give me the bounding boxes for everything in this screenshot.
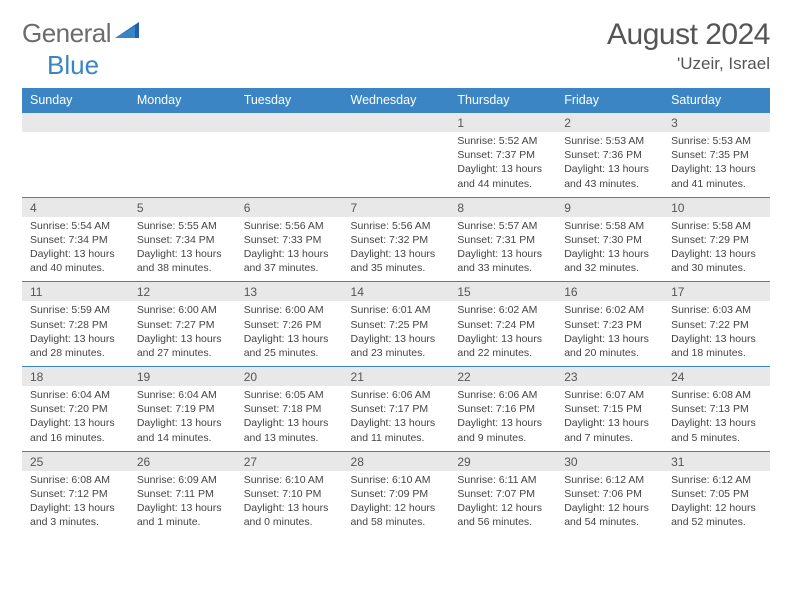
header: General August 2024 'Uzeir, Israel	[22, 18, 770, 74]
day-header: Tuesday	[236, 88, 343, 113]
day-info-cell: Sunrise: 5:57 AMSunset: 7:31 PMDaylight:…	[449, 217, 556, 282]
day-info-cell: Sunrise: 5:52 AMSunset: 7:37 PMDaylight:…	[449, 132, 556, 197]
day-info-cell: Sunrise: 6:06 AMSunset: 7:16 PMDaylight:…	[449, 386, 556, 451]
day-header: Sunday	[22, 88, 129, 113]
day-number-cell: 1	[449, 113, 556, 133]
day-info-cell	[22, 132, 129, 197]
day-info-cell: Sunrise: 6:12 AMSunset: 7:06 PMDaylight:…	[556, 471, 663, 536]
month-title: August 2024	[607, 18, 770, 52]
day-header: Thursday	[449, 88, 556, 113]
day-info-cell: Sunrise: 5:54 AMSunset: 7:34 PMDaylight:…	[22, 217, 129, 282]
day-number-row: 25262728293031	[22, 451, 770, 471]
day-number-row: 123	[22, 113, 770, 133]
day-number-cell: 4	[22, 197, 129, 217]
day-number-cell: 5	[129, 197, 236, 217]
day-info-cell: Sunrise: 6:06 AMSunset: 7:17 PMDaylight:…	[343, 386, 450, 451]
day-number-cell: 6	[236, 197, 343, 217]
day-info-cell: Sunrise: 6:01 AMSunset: 7:25 PMDaylight:…	[343, 301, 450, 366]
day-header: Wednesday	[343, 88, 450, 113]
day-info-cell: Sunrise: 5:58 AMSunset: 7:29 PMDaylight:…	[663, 217, 770, 282]
day-info-row: Sunrise: 5:54 AMSunset: 7:34 PMDaylight:…	[22, 217, 770, 282]
day-header: Saturday	[663, 88, 770, 113]
day-number-cell: 8	[449, 197, 556, 217]
day-number-cell: 12	[129, 282, 236, 302]
day-number-cell: 21	[343, 367, 450, 387]
day-number-cell: 26	[129, 451, 236, 471]
location: 'Uzeir, Israel	[607, 54, 770, 74]
day-number-cell: 15	[449, 282, 556, 302]
day-info-row: Sunrise: 5:59 AMSunset: 7:28 PMDaylight:…	[22, 301, 770, 366]
logo-triangle-icon	[113, 20, 141, 47]
day-header-row: SundayMondayTuesdayWednesdayThursdayFrid…	[22, 88, 770, 113]
day-info-cell: Sunrise: 6:09 AMSunset: 7:11 PMDaylight:…	[129, 471, 236, 536]
day-info-cell: Sunrise: 6:10 AMSunset: 7:10 PMDaylight:…	[236, 471, 343, 536]
calendar-table: SundayMondayTuesdayWednesdayThursdayFrid…	[22, 88, 770, 535]
day-info-cell: Sunrise: 6:08 AMSunset: 7:13 PMDaylight:…	[663, 386, 770, 451]
day-header: Friday	[556, 88, 663, 113]
day-info-cell: Sunrise: 6:00 AMSunset: 7:26 PMDaylight:…	[236, 301, 343, 366]
day-info-cell: Sunrise: 6:02 AMSunset: 7:23 PMDaylight:…	[556, 301, 663, 366]
day-number-cell: 17	[663, 282, 770, 302]
day-info-cell: Sunrise: 6:03 AMSunset: 7:22 PMDaylight:…	[663, 301, 770, 366]
day-number-cell: 2	[556, 113, 663, 133]
day-number-cell: 3	[663, 113, 770, 133]
day-number-cell	[343, 113, 450, 133]
day-number-cell	[236, 113, 343, 133]
day-info-cell: Sunrise: 6:10 AMSunset: 7:09 PMDaylight:…	[343, 471, 450, 536]
day-number-cell: 13	[236, 282, 343, 302]
day-info-row: Sunrise: 5:52 AMSunset: 7:37 PMDaylight:…	[22, 132, 770, 197]
day-info-cell: Sunrise: 6:11 AMSunset: 7:07 PMDaylight:…	[449, 471, 556, 536]
day-header: Monday	[129, 88, 236, 113]
day-number-cell: 23	[556, 367, 663, 387]
title-block: August 2024 'Uzeir, Israel	[607, 18, 770, 74]
day-info-cell: Sunrise: 6:02 AMSunset: 7:24 PMDaylight:…	[449, 301, 556, 366]
day-info-row: Sunrise: 6:08 AMSunset: 7:12 PMDaylight:…	[22, 471, 770, 536]
logo-word1: General	[22, 18, 111, 49]
day-number-cell: 31	[663, 451, 770, 471]
day-info-cell	[236, 132, 343, 197]
day-number-cell: 28	[343, 451, 450, 471]
day-info-cell: Sunrise: 5:59 AMSunset: 7:28 PMDaylight:…	[22, 301, 129, 366]
day-info-cell: Sunrise: 5:53 AMSunset: 7:35 PMDaylight:…	[663, 132, 770, 197]
day-number-cell: 9	[556, 197, 663, 217]
day-number-cell: 30	[556, 451, 663, 471]
day-info-cell: Sunrise: 5:56 AMSunset: 7:33 PMDaylight:…	[236, 217, 343, 282]
day-number-cell: 16	[556, 282, 663, 302]
day-info-row: Sunrise: 6:04 AMSunset: 7:20 PMDaylight:…	[22, 386, 770, 451]
day-info-cell: Sunrise: 6:12 AMSunset: 7:05 PMDaylight:…	[663, 471, 770, 536]
day-number-cell: 25	[22, 451, 129, 471]
day-info-cell	[343, 132, 450, 197]
day-number-cell: 24	[663, 367, 770, 387]
day-number-cell: 7	[343, 197, 450, 217]
day-number-cell: 29	[449, 451, 556, 471]
logo: General	[22, 18, 143, 49]
logo-word2: Blue	[47, 50, 99, 81]
day-info-cell: Sunrise: 5:53 AMSunset: 7:36 PMDaylight:…	[556, 132, 663, 197]
day-number-cell: 22	[449, 367, 556, 387]
day-number-row: 45678910	[22, 197, 770, 217]
day-number-cell: 20	[236, 367, 343, 387]
day-number-cell: 14	[343, 282, 450, 302]
day-number-cell: 19	[129, 367, 236, 387]
day-number-cell: 11	[22, 282, 129, 302]
day-number-row: 11121314151617	[22, 282, 770, 302]
day-info-cell: Sunrise: 6:04 AMSunset: 7:19 PMDaylight:…	[129, 386, 236, 451]
day-number-cell	[129, 113, 236, 133]
day-info-cell: Sunrise: 5:56 AMSunset: 7:32 PMDaylight:…	[343, 217, 450, 282]
day-info-cell	[129, 132, 236, 197]
day-info-cell: Sunrise: 6:08 AMSunset: 7:12 PMDaylight:…	[22, 471, 129, 536]
day-number-cell	[22, 113, 129, 133]
day-info-cell: Sunrise: 5:58 AMSunset: 7:30 PMDaylight:…	[556, 217, 663, 282]
day-info-cell: Sunrise: 6:05 AMSunset: 7:18 PMDaylight:…	[236, 386, 343, 451]
day-info-cell: Sunrise: 6:00 AMSunset: 7:27 PMDaylight:…	[129, 301, 236, 366]
day-number-cell: 27	[236, 451, 343, 471]
day-info-cell: Sunrise: 6:07 AMSunset: 7:15 PMDaylight:…	[556, 386, 663, 451]
day-number-cell: 10	[663, 197, 770, 217]
day-info-cell: Sunrise: 6:04 AMSunset: 7:20 PMDaylight:…	[22, 386, 129, 451]
day-number-row: 18192021222324	[22, 367, 770, 387]
day-info-cell: Sunrise: 5:55 AMSunset: 7:34 PMDaylight:…	[129, 217, 236, 282]
day-number-cell: 18	[22, 367, 129, 387]
